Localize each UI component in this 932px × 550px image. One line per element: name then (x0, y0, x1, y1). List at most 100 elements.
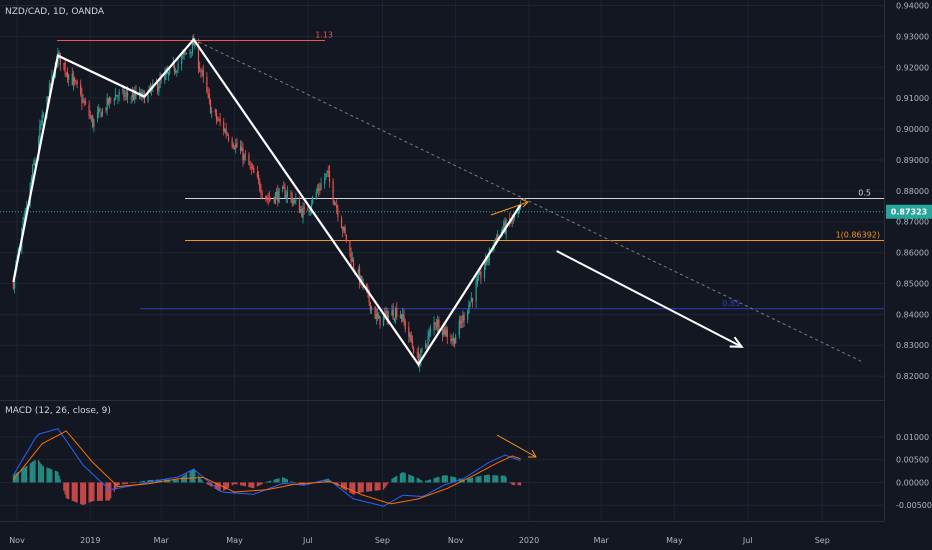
candle-body (253, 167, 255, 174)
macd-histogram-bar (441, 475, 444, 483)
macd-histogram-bar (419, 479, 421, 483)
macd-histogram-bar (140, 481, 142, 483)
macd-histogram-bar (266, 481, 268, 483)
projection-arrow-shaft (556, 250, 743, 348)
candle-body (256, 172, 258, 177)
candle-body (23, 214, 25, 220)
macd-histogram-bar (475, 476, 477, 483)
macd-histogram-bar (376, 482, 379, 491)
candle-body (438, 319, 440, 332)
macd-histogram-bar (12, 475, 14, 483)
macd-histogram-bar (41, 465, 43, 483)
candle-body (451, 339, 453, 341)
macd-histogram-bar (453, 477, 456, 483)
macd-histogram-bar (224, 482, 226, 491)
macd-histogram-bar (21, 469, 23, 483)
candle-body (157, 82, 159, 91)
macd-histogram-bar (236, 482, 238, 485)
candle-body (327, 172, 329, 174)
macd-histogram-bar (117, 482, 119, 486)
price-divergence-arrow (490, 201, 529, 216)
candle-body (113, 99, 115, 102)
candle-body (165, 72, 167, 75)
macd-histogram-bar (42, 466, 45, 483)
candle-body (201, 71, 203, 72)
candle-body (183, 51, 185, 56)
candle-body (82, 100, 84, 102)
candle-body (368, 291, 370, 303)
macd-histogram-bar (326, 478, 328, 483)
macd-histogram-bar (351, 482, 353, 495)
candle-body (459, 320, 462, 323)
macd-histogram-bar (32, 461, 34, 483)
macd-histogram-bar (34, 459, 36, 483)
candle-body (417, 352, 420, 367)
candle-body (366, 283, 368, 291)
candle-body (63, 63, 65, 65)
macd-histogram-bar (105, 482, 107, 501)
macd-histogram-bar (47, 467, 49, 483)
candle-body (316, 190, 319, 191)
macd-histogram-bar (503, 475, 505, 483)
candle-body (166, 71, 168, 74)
candle-body (193, 39, 195, 46)
macd-histogram-bar (84, 482, 87, 505)
macd-histogram-bar (446, 475, 448, 483)
candle-body (148, 86, 150, 91)
macd-histogram-bar (375, 482, 377, 491)
candle-body (199, 66, 201, 71)
candle-body (42, 114, 45, 116)
macd-histogram-bar (24, 466, 27, 483)
candle-body (93, 119, 95, 128)
candle-body (12, 280, 14, 289)
candle-body (477, 274, 480, 281)
macd-histogram-bar (404, 473, 406, 483)
price-tick-label: 0.82000 (896, 372, 929, 381)
candle-body (117, 96, 119, 98)
candle-body (458, 320, 460, 336)
macd-histogram-bar (479, 476, 481, 483)
candle-body (130, 97, 132, 99)
macd-histogram-bar (207, 482, 209, 485)
candle-body (278, 188, 280, 203)
candle-body (450, 339, 452, 341)
candle-body (72, 77, 75, 85)
candle-body (382, 315, 385, 326)
candle-body (233, 148, 236, 150)
macd-histogram-bar (360, 482, 362, 493)
candle-body (324, 178, 326, 184)
macd-histogram-bar (142, 481, 144, 483)
macd-histogram-bar (227, 482, 230, 488)
macd-histogram-bar (66, 482, 69, 499)
macd-histogram-bar (194, 470, 196, 483)
macd-histogram-bar (89, 482, 91, 503)
candle-body (461, 321, 463, 324)
macd-histogram-bar (445, 475, 447, 483)
symbol-title[interactable]: NZD/CAD, 1D, OANDA (5, 7, 105, 17)
macd-histogram-bar (421, 480, 423, 483)
macd-histogram-bar (33, 460, 35, 483)
candle-body (285, 195, 287, 199)
candle-body (142, 91, 144, 93)
macd-histogram-bar (358, 482, 361, 493)
time-tick-label: Mar (154, 536, 170, 545)
macd-title[interactable]: MACD (12, 26, close, 9) (5, 406, 111, 416)
candle-body (80, 84, 82, 94)
candle-body (393, 318, 395, 320)
macd-histogram-bar (392, 478, 394, 483)
candle-body (386, 311, 388, 322)
macd-histogram-bar (509, 481, 511, 483)
macd-histogram-bar (361, 482, 363, 493)
time-tick-label: Jul (742, 536, 753, 545)
macd-histogram-bar (226, 482, 228, 489)
candle-body (269, 197, 272, 199)
candle-body (328, 171, 331, 182)
candle-body (59, 52, 61, 65)
price-tick-label: 0.89000 (896, 156, 929, 165)
candle-body (107, 98, 109, 105)
macd-histogram-bar (374, 482, 376, 491)
candle-body (223, 121, 225, 132)
macd-histogram-bar (510, 482, 512, 484)
candle-body (282, 187, 284, 189)
